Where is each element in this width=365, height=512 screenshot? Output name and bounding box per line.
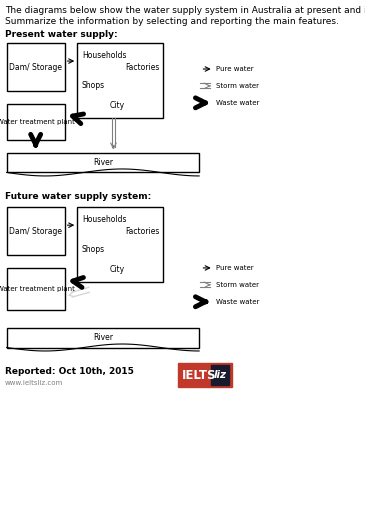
Bar xyxy=(77,43,163,118)
Text: Households: Households xyxy=(82,215,126,224)
Text: Dam/ Storage: Dam/ Storage xyxy=(9,227,62,236)
Text: Present water supply:: Present water supply: xyxy=(5,30,117,39)
Text: Storm water: Storm water xyxy=(216,282,259,288)
Bar xyxy=(178,364,232,387)
Text: Factories: Factories xyxy=(125,63,160,72)
Text: Waste water: Waste water xyxy=(216,298,259,305)
Bar xyxy=(211,366,230,386)
Text: Summarize the information by selecting and reporting the main features.: Summarize the information by selecting a… xyxy=(5,17,339,26)
Bar xyxy=(77,207,163,282)
Text: Pure water: Pure water xyxy=(216,66,253,72)
Text: Pure water: Pure water xyxy=(216,265,253,271)
Text: www.ieltsliz.com: www.ieltsliz.com xyxy=(5,380,63,387)
Text: Future water supply system:: Future water supply system: xyxy=(5,193,151,201)
Text: Dam/ Storage: Dam/ Storage xyxy=(9,62,62,72)
Text: Shops: Shops xyxy=(82,245,105,254)
Text: City: City xyxy=(109,265,124,274)
Text: Waste water: Waste water xyxy=(216,100,259,106)
Text: The diagrams below show the water supply system in Australia at present and in f: The diagrams below show the water supply… xyxy=(5,6,365,15)
Bar xyxy=(7,104,65,140)
Text: River: River xyxy=(93,158,113,167)
Bar xyxy=(7,268,65,310)
Text: Storm water: Storm water xyxy=(216,83,259,89)
Bar xyxy=(7,153,199,173)
Text: Factories: Factories xyxy=(125,227,160,236)
Text: IELTS: IELTS xyxy=(182,369,216,382)
Text: Households: Households xyxy=(82,51,126,60)
Text: Water treatment plant: Water treatment plant xyxy=(0,119,74,125)
Bar xyxy=(7,43,65,91)
Text: Reported: Oct 10th, 2015: Reported: Oct 10th, 2015 xyxy=(5,368,134,376)
Bar xyxy=(7,328,199,348)
Text: liz: liz xyxy=(214,370,227,380)
Text: Water treatment plant: Water treatment plant xyxy=(0,286,74,292)
Text: River: River xyxy=(93,333,113,342)
Text: Shops: Shops xyxy=(82,81,105,90)
Bar xyxy=(7,207,65,255)
Text: City: City xyxy=(109,101,124,110)
